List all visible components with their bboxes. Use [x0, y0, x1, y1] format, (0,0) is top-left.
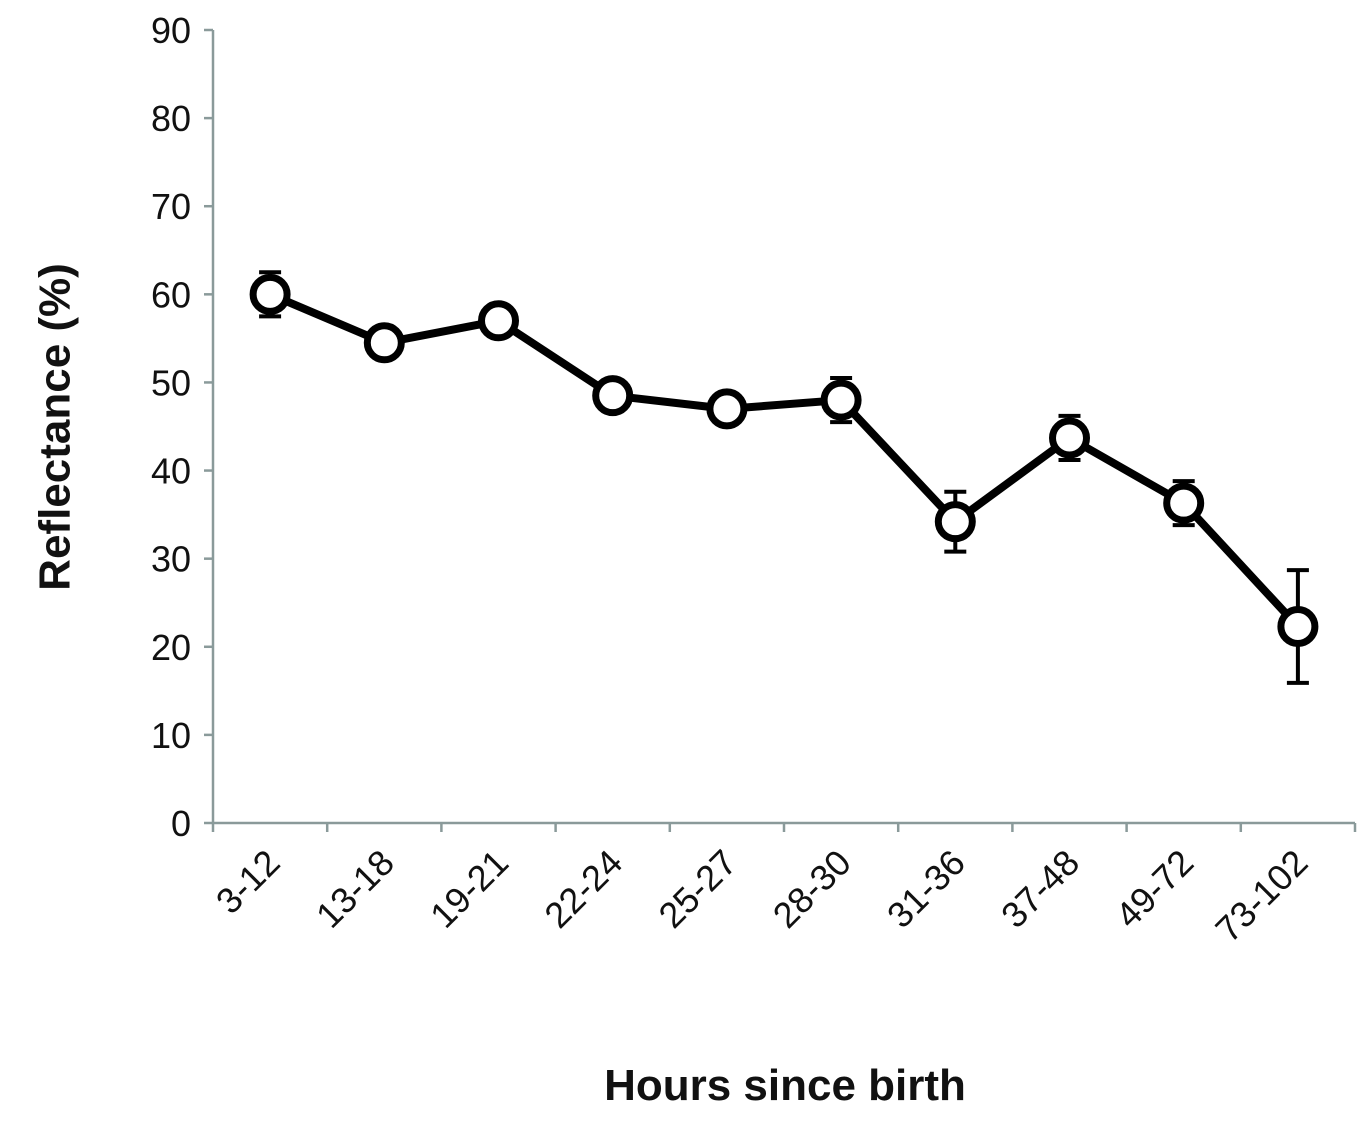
- y-tick-label: 60: [151, 274, 191, 315]
- x-tick-label: 37-48: [993, 842, 1087, 936]
- y-tick-label: 20: [151, 627, 191, 668]
- y-tick-label: 0: [171, 803, 191, 844]
- x-tick-label: 19-21: [422, 842, 516, 936]
- x-tick-label: 25-27: [650, 842, 744, 936]
- data-point: [1049, 417, 1090, 459]
- data-point: [820, 379, 862, 421]
- y-tick-label: 70: [151, 186, 191, 227]
- x-axis-title: Hours since birth: [604, 1061, 966, 1110]
- data-point: [249, 273, 291, 315]
- data-point: [363, 322, 405, 364]
- y-tick-label: 30: [151, 539, 191, 580]
- x-tick-label: 13-18: [308, 842, 402, 936]
- x-tick-label: 22-24: [536, 842, 630, 936]
- series-line: [268, 290, 1301, 630]
- x-tick-label: 3-12: [208, 842, 288, 922]
- y-tick-label: 10: [151, 715, 191, 756]
- x-tick-label: 28-30: [765, 842, 859, 936]
- data-point: [934, 501, 976, 543]
- x-tick-label: 73-102: [1207, 842, 1315, 950]
- data-point: [592, 375, 634, 417]
- x-tick-label: 49-72: [1107, 842, 1201, 936]
- y-tick-label: 40: [151, 451, 191, 492]
- data-point: [706, 388, 748, 430]
- y-tick-label: 90: [151, 10, 191, 51]
- y-tick-label: 50: [151, 362, 191, 403]
- y-axis-title: Reflectance (%): [31, 263, 80, 591]
- data-point: [1163, 482, 1205, 524]
- x-tick-label: 31-36: [879, 842, 973, 936]
- y-tick-label: 80: [151, 98, 191, 139]
- data-point: [478, 300, 519, 342]
- data-point: [1277, 606, 1319, 648]
